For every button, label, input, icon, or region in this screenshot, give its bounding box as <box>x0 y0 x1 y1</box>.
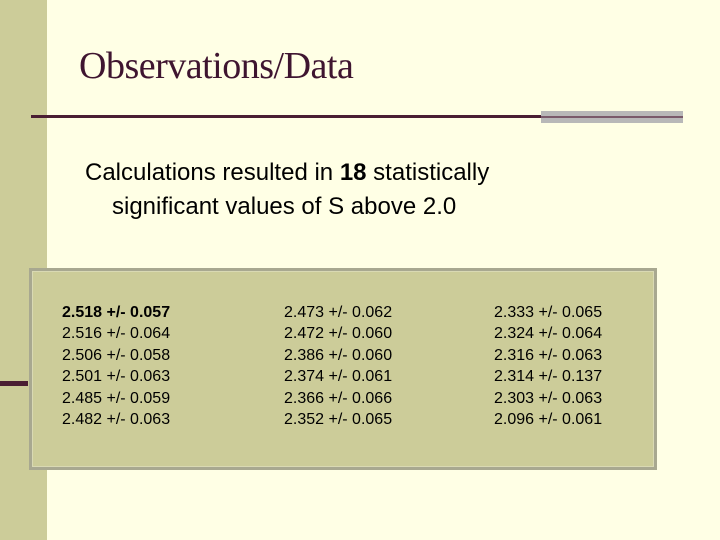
summary-line-1: Calculations resulted in 18 statisticall… <box>85 156 645 190</box>
value-row: 2.324 +/- 0.064 <box>494 325 603 343</box>
value-row: 2.506 +/- 0.058 <box>62 346 171 364</box>
value-row: 2.374 +/- 0.061 <box>284 368 393 386</box>
value-row: 2.472 +/- 0.060 <box>284 325 393 343</box>
value-row: 2.333 +/- 0.065 <box>494 304 603 321</box>
value-row: 2.485 +/- 0.059 <box>62 389 171 407</box>
value-row: 2.501 +/- 0.063 <box>62 368 171 386</box>
left-accent-bar <box>0 381 28 386</box>
value-row: 2.473 +/- 0.062 <box>284 304 393 321</box>
summary-prefix: Calculations resulted in <box>85 159 340 186</box>
value-row: 2.352 +/- 0.065 <box>284 411 393 429</box>
value-row: 2.314 +/- 0.137 <box>494 368 603 386</box>
value-row: 2.516 +/- 0.064 <box>62 325 171 343</box>
value-row: 2.518 +/- 0.057 <box>62 304 171 321</box>
value-row: 2.482 +/- 0.063 <box>62 411 171 429</box>
value-row: 2.366 +/- 0.066 <box>284 389 393 407</box>
values-column-3: 2.333 +/- 0.065 2.324 +/- 0.064 2.316 +/… <box>494 302 602 430</box>
title-divider <box>31 115 542 118</box>
summary-count: 18 <box>339 159 367 186</box>
values-column-2: 2.473 +/- 0.062 2.472 +/- 0.060 2.386 +/… <box>284 302 392 430</box>
value-row: 2.386 +/- 0.060 <box>284 346 393 364</box>
values-table: 2.518 +/- 0.057 2.516 +/- 0.064 2.506 +/… <box>29 268 657 470</box>
value-row: 2.303 +/- 0.063 <box>494 389 603 407</box>
title-divider-accent-line <box>541 116 683 118</box>
summary-suffix: statistically <box>366 159 490 186</box>
summary-line-2: significant values of S above 2.0 <box>112 193 457 220</box>
values-column-1: 2.518 +/- 0.057 2.516 +/- 0.064 2.506 +/… <box>62 302 170 430</box>
value-row: 2.316 +/- 0.063 <box>494 346 603 364</box>
value-row: 2.096 +/- 0.061 <box>494 411 603 429</box>
summary-text: Calculations resulted in 18 statisticall… <box>85 156 645 224</box>
slide-title: Observations/Data <box>79 45 354 87</box>
